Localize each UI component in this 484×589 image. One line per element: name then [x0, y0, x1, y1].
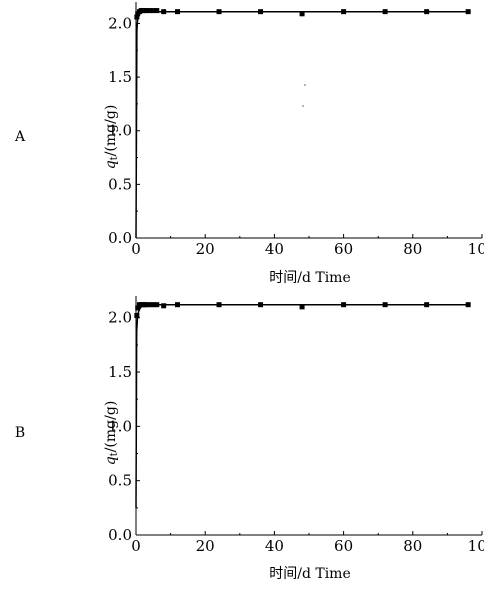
panel-label: A	[14, 129, 26, 145]
data-point	[143, 302, 149, 308]
x-tick-label: 40	[265, 240, 284, 258]
y-axis-title-symbol: q	[103, 456, 119, 465]
y-axis-title-symbol: q	[103, 160, 119, 169]
y-tick-label: 1.5	[108, 68, 132, 86]
y-axis-title: qt/(mg/g)	[103, 401, 120, 466]
y-tick-label: 0.0	[108, 229, 132, 247]
plot-area	[134, 8, 471, 239]
x-tick-label: 40	[265, 537, 284, 555]
x-tick-label: 80	[403, 537, 422, 555]
data-point	[143, 8, 149, 14]
y-tick-label: 0.5	[108, 175, 132, 193]
y-axis-title-subscript: t	[109, 156, 120, 160]
x-tick-label: 0	[131, 240, 141, 258]
x-axis-title: 时间/d Time	[269, 270, 351, 286]
data-point	[154, 8, 160, 14]
axes: 0 20 40 60 80 100 0.0 0.5 1.0 1.5 2.0	[108, 296, 484, 555]
data-point	[147, 8, 153, 14]
data-point	[299, 11, 305, 17]
y-tick-label: 0.5	[108, 472, 132, 490]
data-point	[134, 14, 140, 20]
y-axis-title: qt/(mg/g)	[103, 105, 120, 170]
chart-panel-b: B 0204060801000.00.51.01.52.0 时间/d Time …	[15, 296, 484, 582]
y-tick-label: 2.0	[108, 309, 132, 327]
y-axis-title-subscript: t	[109, 452, 120, 456]
x-tick-label: 0	[131, 537, 141, 555]
data-point	[299, 304, 305, 310]
y-tick-label: 0.0	[108, 526, 132, 544]
stray-mark	[304, 84, 306, 86]
y-tick-label: 1.5	[108, 363, 132, 381]
x-tick-label: 100	[468, 537, 484, 555]
data-point	[134, 313, 140, 319]
chart-panel-a: A 0204060801000.00.51.01.52.0 时间/d Time …	[14, 2, 484, 286]
x-tick-label: 20	[196, 240, 215, 258]
plot-area	[134, 302, 471, 508]
x-tick-label: 100	[468, 240, 484, 258]
fitted-curve	[135, 10, 469, 239]
y-tick-label: 2.0	[108, 14, 132, 32]
panel-label: B	[15, 425, 25, 441]
y-tick-label: 1.0	[108, 122, 132, 140]
data-point	[150, 8, 156, 14]
y-axis-title-units: /(mg/g)	[103, 105, 119, 157]
x-tick-label: 20	[196, 537, 215, 555]
y-axis-title-units: /(mg/g)	[103, 401, 119, 453]
fitted-curve	[135, 303, 469, 508]
x-axis-title: 时间/d Time	[269, 566, 351, 582]
axes: 0 20 40 60 80 100 0.0 0.5 1.0 1.5 2.0	[108, 2, 484, 258]
stray-mark	[302, 105, 304, 107]
x-tick-label: 60	[334, 537, 353, 555]
x-tick-label: 80	[403, 240, 422, 258]
data-point	[135, 305, 141, 311]
x-tick-label: 60	[334, 240, 353, 258]
y-tick-label: 1.0	[108, 417, 132, 435]
data-point	[161, 303, 167, 309]
